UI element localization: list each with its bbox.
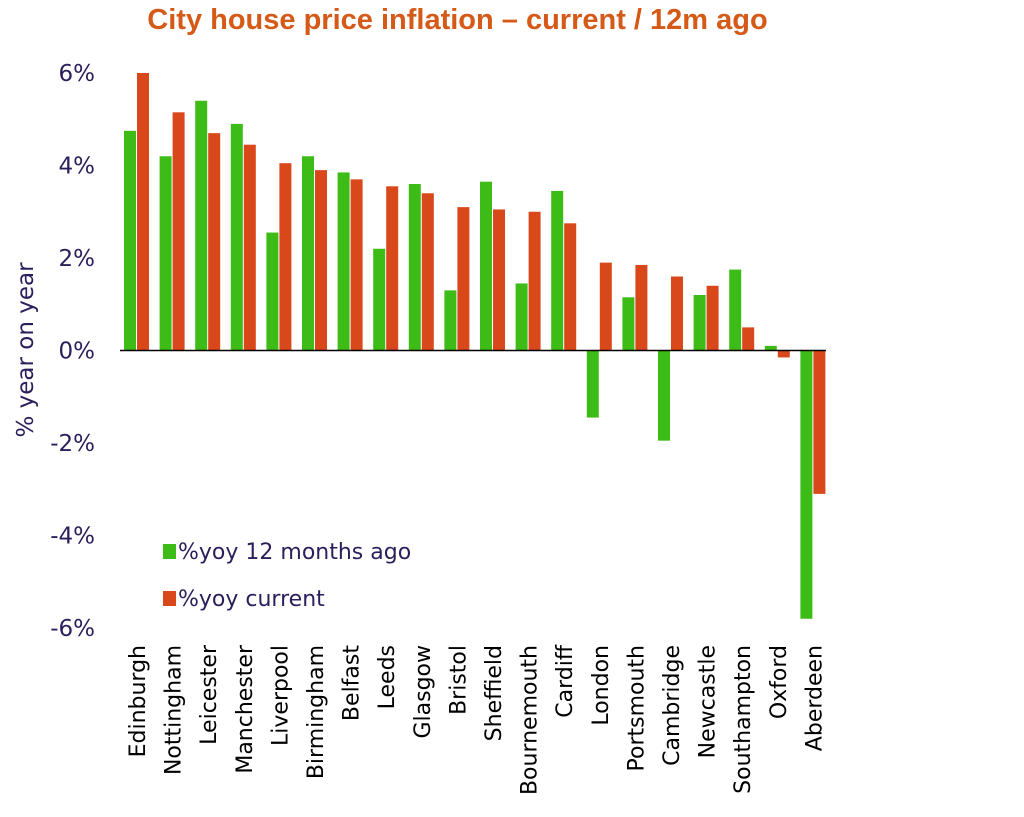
bar-prev-edinburgh [124, 130, 136, 351]
bar-current-cardiff [564, 223, 577, 351]
y-tick-label: 0% [59, 339, 96, 365]
x-tick-label: Newcastle [696, 645, 721, 758]
x-tick-label: Leeds [375, 645, 400, 709]
bar-prev-london [586, 350, 599, 418]
x-tick-label: Cambridge [660, 645, 685, 766]
bar-current-birmingham [315, 170, 327, 351]
bar-prev-birmingham [302, 156, 314, 351]
bar-current-bournemouth [528, 211, 541, 351]
legend-swatch [163, 544, 176, 559]
x-tick-label: Portsmouth [624, 645, 649, 771]
y-axis-labels: -6% -4% -2% 0% 2% 4% 6% [50, 61, 95, 642]
bar-current-sheffield [493, 209, 505, 351]
bar-current-oxford [777, 350, 790, 358]
bar-prev-sheffield [480, 181, 492, 351]
bar-current-southampton [742, 327, 755, 351]
x-axis-labels: Edinburgh Nottingham Leicester Manchester Li… [126, 644, 827, 795]
bar-prev-southampton [729, 269, 742, 351]
x-tick-label: Belfast [340, 645, 365, 721]
bar-prev-cardiff [551, 190, 564, 351]
y-tick-label: 6% [59, 61, 96, 87]
bar-prev-belfast [337, 172, 350, 351]
bar-prev-liverpool [266, 232, 279, 351]
y-tick-label: 2% [59, 246, 96, 272]
bar-current-belfast [350, 179, 363, 351]
bar-prev-oxford [764, 345, 777, 351]
bars [124, 73, 826, 619]
bar-current-glasgow [421, 193, 434, 351]
legend-label: %yoy current [178, 587, 325, 612]
legend-swatch [163, 591, 176, 606]
bar-prev-manchester [230, 123, 243, 351]
y-tick-label: 4% [59, 154, 96, 180]
bar-current-cambridge [671, 276, 683, 351]
x-tick-label: Birmingham [304, 645, 329, 779]
bar-prev-portsmouth [622, 297, 635, 351]
bar-prev-aberdeen [800, 350, 813, 619]
chart-title: City house price inflation – current / 1… [147, 4, 768, 36]
bar-prev-nottingham [159, 156, 172, 351]
x-tick-label: Leicester [197, 644, 222, 745]
x-tick-label: Bristol [446, 645, 471, 715]
x-tick-label: Sheffield [482, 645, 507, 741]
bar-current-manchester [243, 144, 256, 351]
x-tick-label: Bournemouth [518, 645, 543, 795]
legend-label: %yoy 12 months ago [178, 540, 411, 565]
x-tick-label: Southampton [731, 645, 756, 794]
bar-prev-leeds [373, 248, 386, 351]
y-tick-label: -6% [50, 616, 95, 642]
legend: %yoy 12 months ago %yoy current [163, 540, 411, 612]
x-tick-label: Liverpool [268, 645, 293, 746]
x-tick-label: Edinburgh [126, 645, 151, 757]
bar-current-leeds [386, 186, 399, 351]
bar-prev-cambridge [658, 350, 670, 441]
bar-prev-bournemouth [515, 283, 528, 351]
x-tick-label: Manchester [233, 644, 258, 774]
y-tick-label: -4% [50, 524, 95, 550]
bar-prev-newcastle [693, 295, 706, 351]
x-tick-label: Oxford [767, 645, 792, 719]
bar-current-newcastle [706, 285, 719, 351]
bar-current-portsmouth [635, 264, 648, 351]
x-tick-label: Cardiff [553, 644, 578, 718]
y-axis-title: % year on year [13, 262, 39, 438]
bar-current-aberdeen [813, 350, 826, 494]
y-tick-label: -2% [50, 431, 95, 457]
bar-current-london [599, 262, 612, 351]
x-tick-label: Glasgow [411, 645, 436, 739]
x-tick-label: Nottingham [162, 645, 187, 775]
x-tick-label: London [589, 645, 614, 726]
bar-current-bristol [457, 207, 470, 351]
bar-current-liverpool [279, 163, 292, 351]
bar-prev-glasgow [408, 184, 421, 351]
bar-prev-leicester [195, 100, 208, 351]
bar-current-nottingham [172, 112, 185, 351]
bar-current-edinburgh [137, 73, 149, 351]
bar-current-leicester [208, 133, 221, 351]
x-tick-label: Aberdeen [802, 645, 827, 751]
bar-prev-bristol [444, 290, 457, 351]
